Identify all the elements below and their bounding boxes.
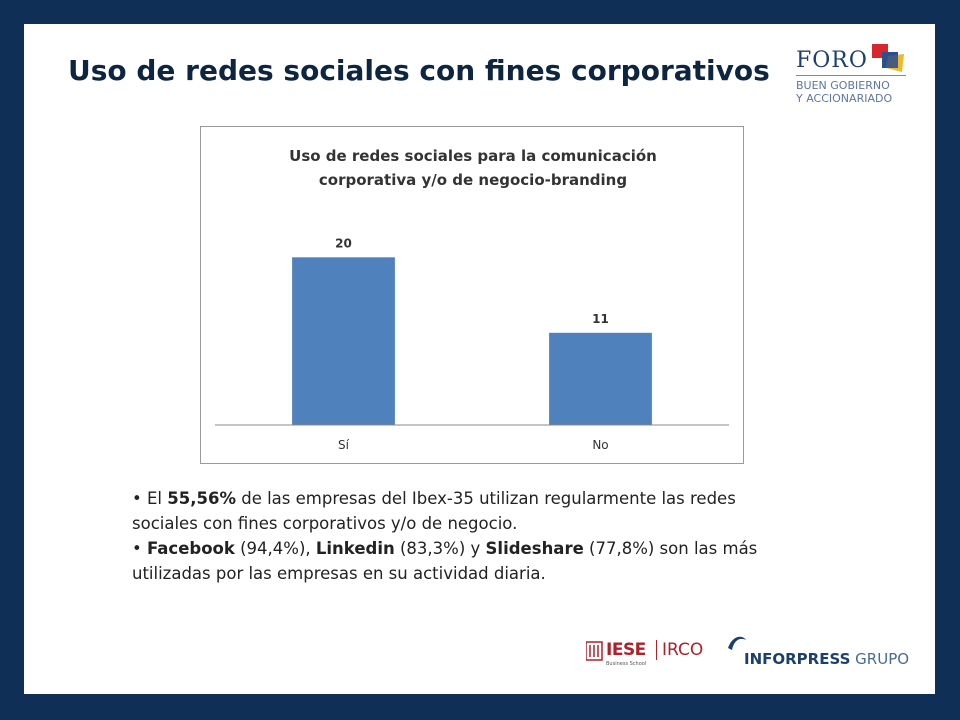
foro-logo-name: FORO: [796, 48, 868, 73]
bar-chart: Uso de redes sociales para la comunicaci…: [200, 126, 744, 464]
chart-title-line1: Uso de redes sociales para la comunicaci…: [289, 147, 657, 165]
footer-logos: IESE Business School IRCO INFORPRESS GRU…: [584, 632, 914, 672]
chart-title-line2: corporativa y/o de negocio-branding: [319, 171, 627, 189]
foro-logo-subtitle-line2: Y ACCIONARIADO: [796, 92, 893, 105]
inforpress-swoosh-icon: [728, 636, 746, 650]
bullet-text-run: Slideshare: [485, 539, 584, 558]
bullet-text-run: Facebook: [146, 539, 235, 558]
inforpress-logo-light: GRUPO: [850, 650, 910, 668]
bullet-text-run: (83,3%) y: [394, 539, 486, 558]
bullet-text-run: 55,56%: [167, 489, 236, 508]
iese-logo-text: IESE: [606, 640, 646, 660]
bar-data-label-1: 11: [592, 312, 609, 326]
bar-1: [549, 332, 652, 425]
bullet-item: • Facebook (94,4%), Linkedin (83,3%) y S…: [132, 536, 792, 586]
x-tick-label-1: No: [592, 438, 608, 452]
irco-logo-text: IRCO: [656, 640, 703, 660]
bar-chart-svg: Uso de redes sociales para la comunicaci…: [215, 147, 729, 452]
page-title: Uso de redes sociales con fines corporat…: [68, 54, 770, 87]
bullet-text-run: (94,4%),: [234, 539, 316, 558]
x-tick-label-0: Sí: [338, 438, 350, 452]
inforpress-logo: INFORPRESS GRUPO: [744, 650, 909, 668]
iese-crest-icon: [586, 641, 603, 661]
bullet-text-run: Linkedin: [315, 539, 395, 558]
bars-layer: 20 Sí 11 No: [292, 236, 652, 452]
bullet-text-run: de las empresas del Ibex-35 utilizan reg…: [132, 489, 736, 533]
bar-0: [292, 257, 395, 425]
foro-logo-subtitle-line1: BUEN GOBIERNO: [796, 79, 890, 92]
foro-logo: FORO BUEN GOBIERNO Y ACCIONARIADO: [792, 44, 912, 114]
bar-data-label-0: 20: [335, 236, 352, 250]
slide: Uso de redes sociales con fines corporat…: [24, 24, 935, 694]
inforpress-logo-strong: INFORPRESS: [744, 650, 851, 668]
bullet-item: • El 55,56% de las empresas del Ibex-35 …: [132, 486, 792, 536]
bullet-marker: •: [132, 489, 147, 508]
bullet-text-run: El: [146, 489, 168, 508]
foro-logo-divider: [796, 75, 906, 76]
iese-logo-subtitle: Business School: [606, 661, 647, 667]
bullet-marker: •: [132, 539, 147, 558]
foro-logo-subtitle: BUEN GOBIERNO Y ACCIONARIADO: [796, 79, 892, 105]
bullet-text-run: (77,8%) son las más utilizadas por las e…: [132, 539, 758, 583]
foro-squares-icon: [872, 44, 904, 72]
bullet-list: • El 55,56% de las empresas del Ibex-35 …: [132, 486, 792, 586]
